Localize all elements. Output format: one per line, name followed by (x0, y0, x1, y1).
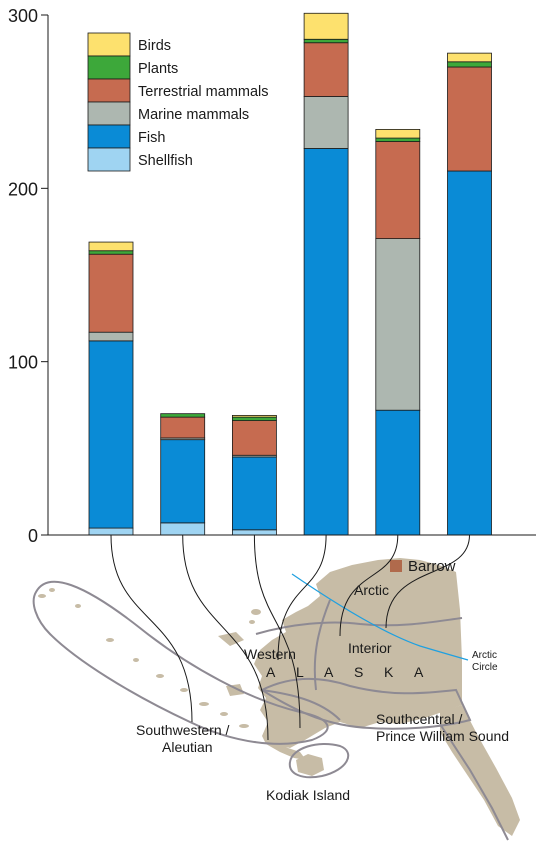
legend-swatch (87, 101, 131, 126)
panhandle-boundary (439, 723, 509, 841)
bar-segment (375, 141, 421, 240)
bar-segment (160, 413, 206, 418)
alaska-letter-6: A (414, 664, 424, 680)
connector-line (339, 534, 399, 637)
connector-line (253, 534, 301, 729)
bar-segment (88, 331, 134, 342)
bar-segment (447, 66, 492, 172)
y-tick-label: 200 (8, 179, 38, 199)
bar-segment (88, 241, 134, 252)
barrow-marker (390, 560, 402, 572)
bar-segment (160, 522, 206, 536)
bar-segment (160, 416, 206, 439)
bar-segment (303, 12, 349, 40)
y-tick-label: 0 (28, 526, 38, 546)
bar-segment (375, 128, 421, 139)
southcentral-boundary (259, 678, 472, 730)
interior-boundary (255, 617, 463, 635)
y-tick-label: 100 (8, 353, 38, 373)
legend-swatch (87, 147, 131, 172)
bar-segment (375, 409, 421, 536)
y-axis-ticks: 0 100 200 300 (8, 6, 48, 546)
st-lawrence-island (218, 632, 244, 646)
arctic-region-label: Arctic (354, 582, 389, 598)
arctic-circle-line (291, 573, 469, 661)
legend-swatch (87, 32, 131, 57)
alaska-panhandle (440, 705, 520, 836)
arctic-circle-label-line2: Circle (472, 662, 498, 673)
bar-segment (303, 42, 349, 97)
arctic-circle-label-line1: Arctic (472, 650, 497, 661)
southcentral-label-line2: Prince William Sound (376, 728, 509, 744)
connector-line (277, 534, 327, 661)
kodiak-boundary (288, 742, 350, 779)
alaska-letter-4: S (354, 664, 363, 680)
southcentral-label-line1: Southcentral / (376, 711, 462, 727)
alaska-letter-3: A (324, 664, 334, 680)
interior-region-label: Interior (348, 640, 392, 656)
kodiak-label: Kodiak Island (266, 787, 350, 803)
stacked-bar-chart: 0 100 200 300 Birds Plants Terrestrial mammal… (8, 6, 536, 741)
legend-label: Fish (138, 130, 165, 146)
legend-label: Shellfish (138, 153, 193, 169)
bar-segment (375, 238, 421, 411)
alaska-letter-2: L (296, 664, 304, 680)
alaska-map: Barrow Arctic Western Interior Arctic Ci… (32, 558, 520, 841)
connector-line (385, 534, 470, 629)
western-boundary (261, 689, 341, 721)
bar-segment (231, 420, 277, 456)
bar-segment (88, 250, 134, 255)
region-boundaries (32, 580, 509, 841)
bars-group (88, 12, 492, 536)
alaska-letter-1: A (266, 664, 276, 680)
southwestern-label-line1: Southwestern / (136, 722, 229, 738)
southwestern-label-line2: Aleutian (162, 739, 213, 755)
bar-segment (303, 148, 349, 536)
bar-segment (88, 253, 134, 333)
y-tick-label: 300 (8, 6, 38, 26)
alaska-letters: A L A S K A (266, 664, 424, 680)
western-interior-divider (313, 599, 331, 691)
bar-segment (447, 61, 492, 68)
bar-segment (447, 170, 492, 536)
bar-region-connectors (110, 534, 470, 741)
bar-segment (231, 414, 277, 418)
aleutian-islands (38, 588, 261, 728)
legend-swatch (87, 78, 131, 103)
southwestern-aleutian-boundary (32, 580, 329, 745)
barrow-label: Barrow (408, 558, 456, 575)
bar-segment (231, 456, 277, 531)
bar-segment (447, 52, 492, 63)
legend: Birds Plants Terrestrial mammals Marine mam… (87, 32, 269, 172)
bar-segment (375, 137, 421, 142)
legend-label: Plants (138, 61, 178, 77)
legend-label: Marine mammals (138, 107, 249, 123)
legend-swatch (87, 55, 131, 80)
legend-swatch (87, 124, 131, 149)
alaska-letter-5: K (384, 664, 394, 680)
western-region-label: Western (244, 646, 296, 662)
bar-segment (231, 416, 277, 421)
legend-label: Terrestrial mammals (138, 84, 269, 100)
bar-segment (303, 96, 349, 149)
bar-segment (231, 529, 277, 536)
connector-line (182, 534, 269, 741)
nunivak-island (226, 684, 244, 696)
bar-segment (303, 38, 349, 44)
legend-label: Birds (138, 38, 171, 54)
bar-segment (88, 340, 134, 529)
connector-line (110, 534, 193, 723)
bar-segment (160, 439, 206, 524)
bar-segment (88, 527, 134, 536)
